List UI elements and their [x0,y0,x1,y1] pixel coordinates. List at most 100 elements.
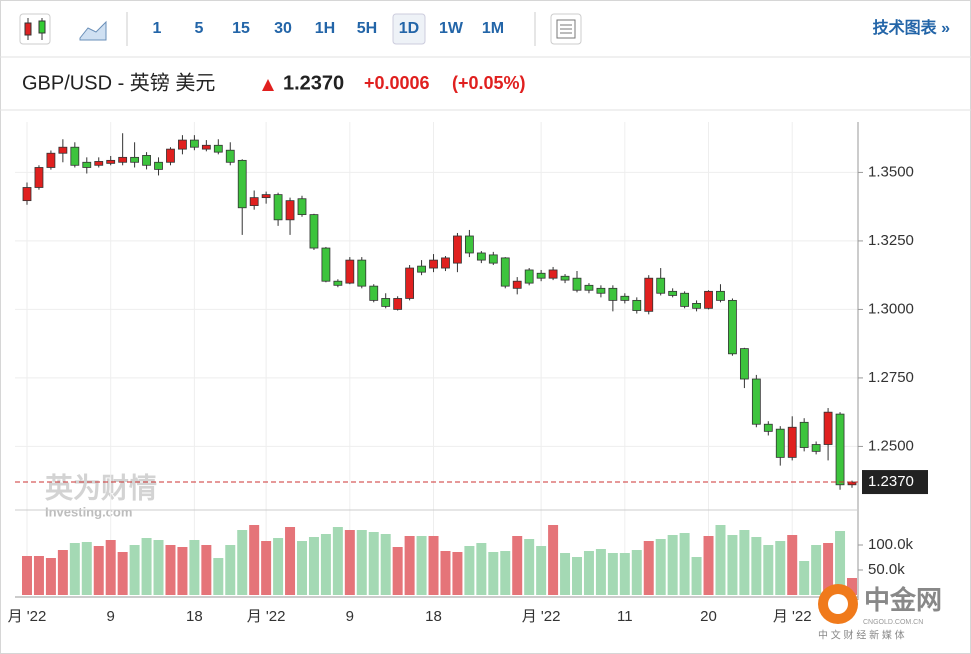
volume-tick-label: 100.0k [868,536,914,553]
volume-bar [428,536,439,595]
candle-body [46,152,56,168]
candle-body [548,269,558,279]
change: +0.0006 [364,73,430,93]
candle-body [620,295,630,301]
volume-bar [261,541,272,595]
icon-body [24,22,32,36]
candle-body [775,428,785,458]
candle-body [464,235,474,254]
x-tick-label: 月 '22 [522,608,561,625]
volume-bar [679,533,690,595]
candle-body [357,259,367,287]
volume-bar [476,543,487,595]
volume-bar [775,541,786,595]
y-tick-label: 1.3250 [868,232,914,249]
candle-body [22,187,32,202]
candle-body [692,302,701,309]
candle-body [34,167,44,188]
candle-body [608,287,618,301]
price: 1.2370 [283,72,344,94]
watermark-subtitle: Investing.com [45,504,132,519]
volume-bar [201,545,212,595]
candle-body [285,200,295,221]
candle-icon[interactable] [19,13,51,45]
interval-button[interactable]: 30 [274,20,292,37]
volume-bar [488,552,499,595]
candle-body [297,198,307,216]
x-tick-label: 9 [107,608,115,625]
volume-bar [105,540,116,595]
volume-bar [595,549,606,595]
candle-body [393,298,403,310]
selected-interval[interactable] [392,13,426,45]
volume-bar [655,539,666,595]
volume-bar [524,539,535,595]
volume-bar [141,538,152,595]
y-tick-label: 1.2750 [868,369,914,386]
interval-button[interactable]: 1H [315,20,335,37]
volume-bar [189,540,200,595]
icon-body [38,20,46,34]
candle-body [453,235,462,264]
tech-chart-link[interactable]: 技术图表 » [873,18,950,37]
candle-body [381,298,391,307]
interval-button[interactable]: 5H [357,20,377,37]
interval-button[interactable]: 1M [482,20,504,37]
volume-bar [691,557,702,595]
logo-domain: CNGOLD.COM.CN [863,619,923,626]
volume-bar [643,541,654,595]
candle-body [70,146,80,166]
candle-body [58,146,68,154]
volume-bar [548,525,559,595]
candle-body [405,267,415,299]
volume-bar [811,545,822,595]
y-tick-label: 1.2500 [868,437,914,454]
volume-bar [332,527,343,595]
volume-bar [452,552,463,595]
candle-body [584,284,594,291]
candle-body [787,426,797,458]
volume-tick-label: 50.0k [868,561,905,578]
volume-bar [392,547,403,595]
candle-body [309,214,319,249]
logo-name: 中金网 [864,585,942,615]
interval-button[interactable]: 15 [232,20,250,37]
volume-bar [727,535,738,595]
interval-button[interactable]: 5 [195,20,204,37]
x-tick-label: 18 [425,608,442,625]
volume-bar [560,553,571,595]
interval-button[interactable]: 1W [439,20,464,37]
logo-inner [828,594,848,614]
interval-button[interactable]: 1D [399,20,419,37]
candle-body [94,161,104,166]
candle-body [273,194,283,221]
candle-body [656,277,666,294]
candle-body [799,421,809,448]
volume-bar [81,542,92,595]
volume-bar [69,543,80,595]
volume-bar [787,535,798,595]
volume-bar [285,527,296,595]
volume-bar [799,561,810,595]
candle-body [333,280,343,286]
volume-bar [57,550,68,595]
volume-bar [153,540,164,595]
candle-body [572,277,582,291]
interval-button[interactable]: 1 [153,20,162,37]
x-tick-label: 20 [700,608,717,625]
candle-body [225,149,235,163]
candle-body [488,254,498,264]
volume-bar [237,530,248,595]
volume-bar [356,530,367,595]
up-arrow [262,79,274,91]
volume-bar [93,546,104,595]
candle-body [524,269,534,284]
volume-bar [33,556,44,595]
candle-body [739,348,749,380]
candle-body [82,161,92,168]
area-icon[interactable] [79,20,107,41]
candle-body [811,444,821,452]
settings-icon[interactable] [550,13,582,45]
candle-body [178,139,187,150]
candle-body [751,378,761,425]
